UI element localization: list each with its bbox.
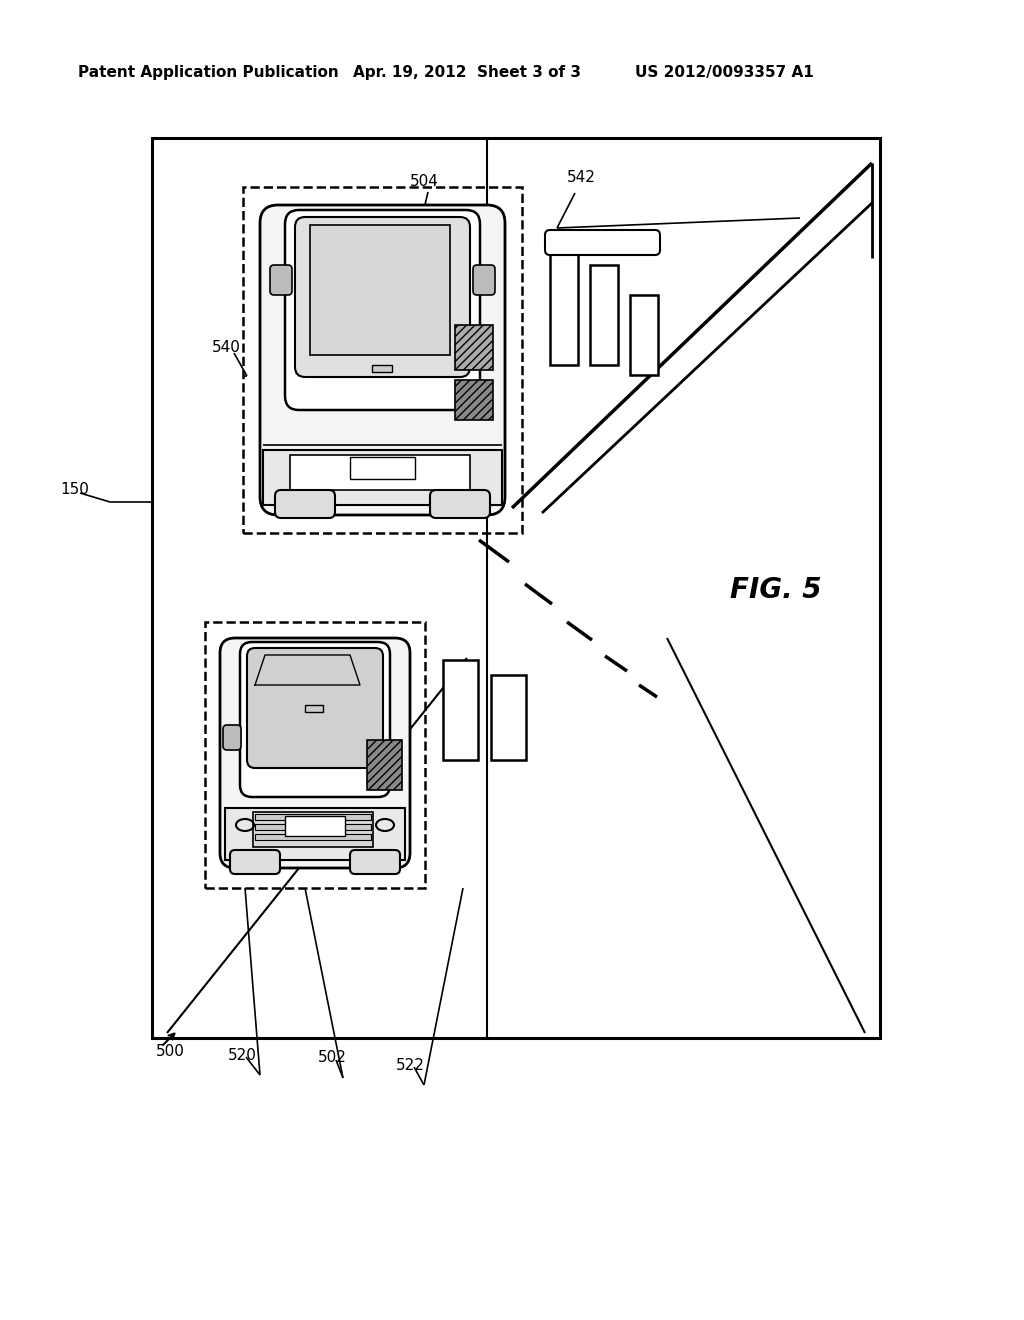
Bar <box>253 812 373 847</box>
Text: 500: 500 <box>156 1044 185 1060</box>
Bar <box>305 705 323 711</box>
FancyBboxPatch shape <box>430 490 490 517</box>
Text: FIG. 5: FIG. 5 <box>730 576 821 605</box>
Bar <box>290 455 470 490</box>
Bar <box>243 187 522 533</box>
Bar <box>490 675 526 760</box>
Text: Apr. 19, 2012  Sheet 3 of 3: Apr. 19, 2012 Sheet 3 of 3 <box>353 65 581 79</box>
Bar <box>367 741 402 789</box>
FancyBboxPatch shape <box>350 850 400 874</box>
Bar <box>443 660 478 760</box>
Bar <box>372 366 392 372</box>
Bar <box>225 808 406 861</box>
Bar <box>255 824 371 830</box>
Bar <box>630 294 658 375</box>
Text: 540: 540 <box>212 341 241 355</box>
Bar <box>350 457 415 479</box>
Text: 150: 150 <box>60 483 89 498</box>
Text: 502: 502 <box>318 1051 347 1065</box>
Bar <box>550 246 578 366</box>
FancyBboxPatch shape <box>473 265 495 294</box>
FancyBboxPatch shape <box>223 725 241 750</box>
Bar <box>310 224 450 355</box>
Bar <box>152 139 880 1038</box>
Bar <box>205 622 425 888</box>
Bar <box>255 814 371 820</box>
Text: 542: 542 <box>567 170 596 186</box>
Bar <box>590 265 618 366</box>
FancyBboxPatch shape <box>295 216 470 378</box>
FancyBboxPatch shape <box>270 265 292 294</box>
Text: 504: 504 <box>410 174 439 190</box>
Bar <box>455 380 493 420</box>
Bar <box>255 834 371 840</box>
FancyBboxPatch shape <box>275 490 335 517</box>
Text: US 2012/0093357 A1: US 2012/0093357 A1 <box>635 65 814 79</box>
FancyBboxPatch shape <box>260 205 505 515</box>
Bar <box>263 450 502 506</box>
Text: Patent Application Publication: Patent Application Publication <box>78 65 339 79</box>
FancyBboxPatch shape <box>285 210 480 411</box>
Text: 520: 520 <box>228 1048 257 1063</box>
Bar <box>455 325 493 370</box>
FancyBboxPatch shape <box>240 642 390 797</box>
Bar <box>285 816 345 836</box>
FancyBboxPatch shape <box>220 638 410 869</box>
FancyBboxPatch shape <box>230 850 280 874</box>
FancyBboxPatch shape <box>247 648 383 768</box>
FancyBboxPatch shape <box>545 230 660 255</box>
Text: 522: 522 <box>396 1057 425 1072</box>
